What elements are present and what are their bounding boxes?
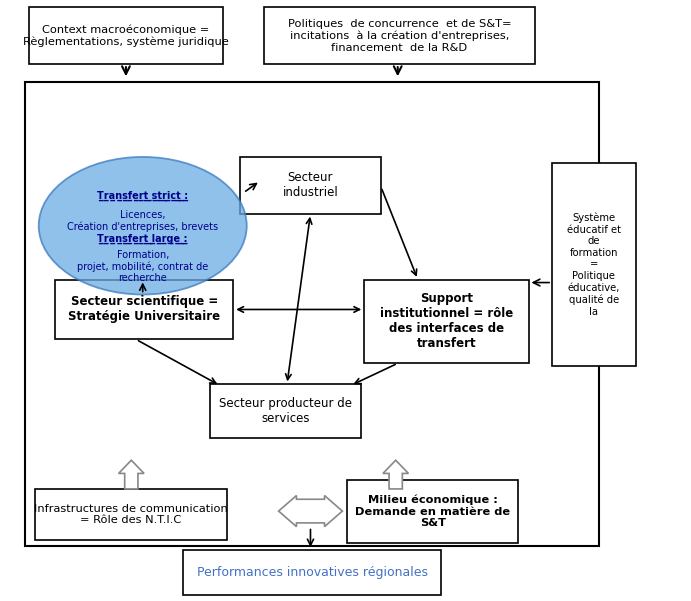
- FancyBboxPatch shape: [28, 7, 223, 64]
- Text: Milieu économique :
Demande en matière de
S&T: Milieu économique : Demande en matière d…: [355, 495, 511, 528]
- FancyBboxPatch shape: [183, 550, 442, 595]
- Text: Secteur scientifique =
Stratégie Universitaire: Secteur scientifique = Stratégie Univers…: [68, 296, 220, 323]
- Text: T̲r̲a̲n̲s̲f̲e̲r̲t̲ ̲l̲a̲r̲g̲e̲ ̲:̲: T̲r̲a̲n̲s̲f̲e̲r̲t̲ ̲l̲a̲r̲g̲e̲ ̲:̲: [97, 234, 188, 244]
- Text: Formation,
projet, mobilité, contrat de
recherche: Formation, projet, mobilité, contrat de …: [77, 249, 209, 284]
- FancyBboxPatch shape: [26, 82, 599, 546]
- Text: T̲r̲a̲n̲s̲f̲e̲r̲t̲ ̲s̲t̲r̲i̲c̲t̲ ̲:̲: T̲r̲a̲n̲s̲f̲e̲r̲t̲ ̲s̲t̲r̲i̲c̲t̲ ̲:̲: [97, 191, 188, 201]
- FancyBboxPatch shape: [35, 489, 227, 540]
- FancyBboxPatch shape: [348, 480, 518, 543]
- Text: Politiques  de concurrence  et de S&T=
incitations  à la création d'entreprises,: Politiques de concurrence et de S&T= inc…: [287, 19, 511, 53]
- FancyBboxPatch shape: [364, 279, 529, 364]
- Text: Licences,
Création d'entreprises, brevets: Licences, Création d'entreprises, brevet…: [67, 210, 218, 233]
- Text: Secteur producteur de
services: Secteur producteur de services: [219, 397, 352, 425]
- Polygon shape: [119, 460, 144, 489]
- Polygon shape: [383, 460, 408, 489]
- Text: Infrastructures de communication
= Rôle des N.T.I.C: Infrastructures de communication = Rôle …: [34, 504, 228, 525]
- FancyBboxPatch shape: [240, 157, 381, 214]
- FancyBboxPatch shape: [263, 7, 536, 64]
- Text: Context macroéconomique =
Règlementations, système juridique: Context macroéconomique = Règlementation…: [23, 25, 229, 47]
- FancyBboxPatch shape: [552, 163, 636, 366]
- FancyBboxPatch shape: [210, 384, 361, 438]
- Text: Support
institutionnel = rôle
des interfaces de
transfert: Support institutionnel = rôle des interf…: [380, 293, 513, 350]
- FancyBboxPatch shape: [55, 279, 234, 340]
- Text: Système
éducatif et
de
formation
=
Politique
éducative,
qualité de
la: Système éducatif et de formation = Polit…: [567, 213, 621, 317]
- Text: Secteur
industriel: Secteur industriel: [283, 171, 339, 200]
- Ellipse shape: [39, 157, 247, 294]
- Text: Performances innovatives régionales: Performances innovatives régionales: [197, 566, 428, 579]
- Polygon shape: [278, 495, 342, 526]
